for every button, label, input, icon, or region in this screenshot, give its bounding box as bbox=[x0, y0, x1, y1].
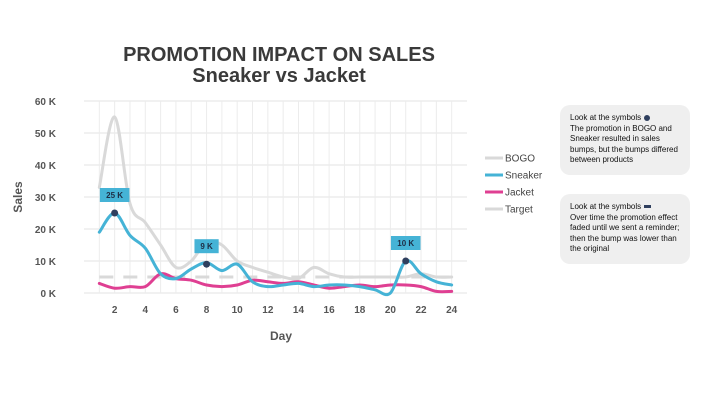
data-label: 25 K bbox=[106, 191, 123, 200]
note-promotion-bump: Look at the symbols The promotion in BOG… bbox=[560, 105, 690, 175]
y-tick-label: 10 K bbox=[35, 257, 57, 268]
x-tick-label: 2 bbox=[112, 305, 118, 316]
y-tick-label: 40 K bbox=[35, 161, 57, 172]
data-label: 9 K bbox=[200, 242, 213, 251]
data-marker bbox=[203, 260, 211, 268]
dash-symbol-icon bbox=[644, 205, 652, 209]
x-tick-label: 14 bbox=[293, 305, 305, 316]
y-axis-label: Sales bbox=[11, 181, 25, 213]
data-marker bbox=[111, 209, 119, 217]
chart-subtitle: Sneaker vs Jacket bbox=[192, 65, 366, 87]
y-tick-label: 60 K bbox=[35, 97, 57, 108]
data-marker bbox=[402, 257, 410, 265]
note-text: The promotion in BOGO and Sneaker result… bbox=[570, 123, 678, 165]
note-text: Over time the promotion effect faded unt… bbox=[570, 212, 680, 254]
series-line-sneaker bbox=[97, 211, 454, 297]
series-lines bbox=[97, 115, 454, 297]
data-label-box bbox=[99, 188, 130, 202]
data-label-box bbox=[194, 239, 219, 254]
chart-title: PROMOTION IMPACT ON SALES bbox=[123, 44, 435, 66]
y-tick-label: 30 K bbox=[35, 193, 57, 204]
y-tick-label: 20 K bbox=[35, 225, 57, 236]
legend-label-sneaker: Sneaker bbox=[505, 171, 543, 182]
note-promotion-fade: Look at the symbols Over time the promot… bbox=[560, 194, 690, 264]
x-axis-label: Day bbox=[270, 329, 292, 343]
x-tick-label: 8 bbox=[204, 305, 210, 316]
x-tick-label: 4 bbox=[142, 305, 148, 316]
note-lead: Look at the symbols bbox=[570, 202, 642, 211]
series-line-bogo bbox=[97, 115, 454, 281]
x-axis: 2 4 6 8 10 12 14 16 18 20 22 24 bbox=[112, 305, 458, 316]
data-label: 10 K bbox=[397, 239, 414, 248]
x-tick-label: 24 bbox=[446, 305, 458, 316]
x-tick-label: 6 bbox=[173, 305, 179, 316]
x-tick-label: 16 bbox=[324, 305, 336, 316]
dot-symbol-icon bbox=[644, 114, 651, 121]
y-axis: 0 K 10 K 20 K 30 K 40 K 50 K 60 K bbox=[35, 97, 57, 300]
grid bbox=[84, 100, 467, 294]
x-tick-label: 18 bbox=[354, 305, 366, 316]
legend-label-jacket: Jacket bbox=[505, 188, 534, 199]
note-lead: Look at the symbols bbox=[570, 113, 642, 122]
x-tick-label: 10 bbox=[232, 305, 244, 316]
annotations: 25 K 9 K 10 K bbox=[99, 188, 421, 268]
x-tick-label: 12 bbox=[262, 305, 274, 316]
legend-label-target: Target bbox=[505, 205, 533, 216]
data-label-box bbox=[390, 236, 421, 250]
legend: BOGO Sneaker Jacket Target bbox=[485, 154, 543, 216]
x-tick-label: 22 bbox=[415, 305, 427, 316]
y-tick-label: 0 K bbox=[40, 289, 56, 300]
x-tick-label: 20 bbox=[385, 305, 397, 316]
legend-label-bogo: BOGO bbox=[505, 154, 535, 165]
y-tick-label: 50 K bbox=[35, 129, 57, 140]
